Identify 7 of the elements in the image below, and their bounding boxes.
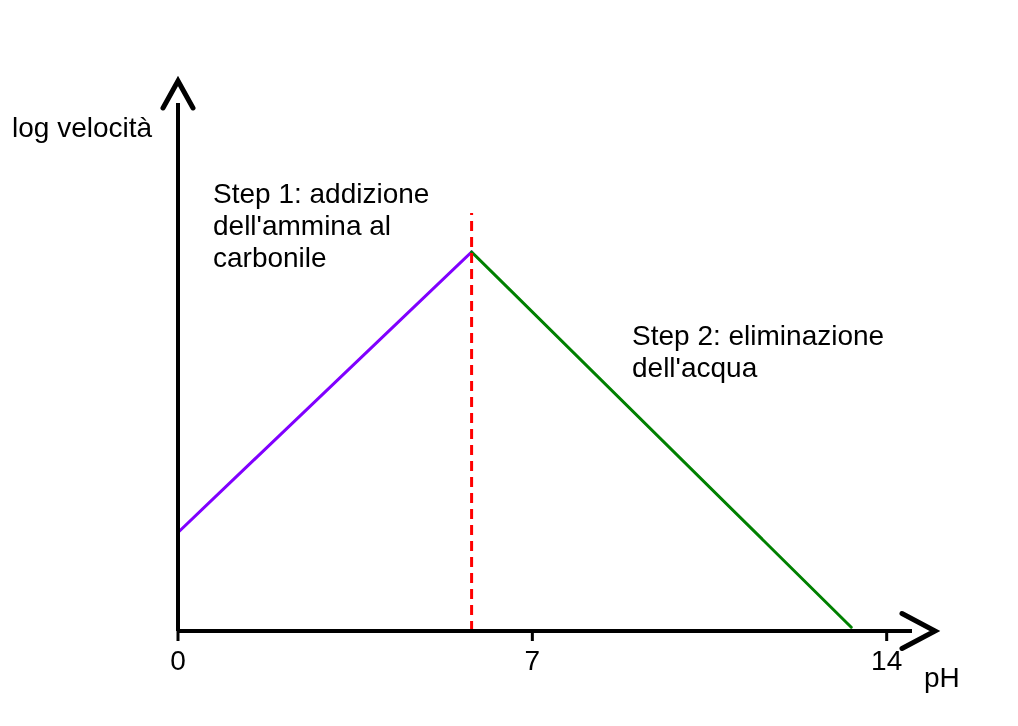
x-tick-label: 0 — [170, 644, 186, 676]
x-axis-title: pH — [924, 662, 960, 694]
x-tick-label: 7 — [524, 644, 541, 676]
series-label: Step 2: eliminazione dell'acqua — [632, 320, 886, 384]
series-label: Step 1: addizione dell'ammina al carbonile — [213, 178, 431, 274]
y-axis-title: log velocità — [12, 112, 153, 144]
x-tick-label: 14 — [871, 644, 903, 676]
